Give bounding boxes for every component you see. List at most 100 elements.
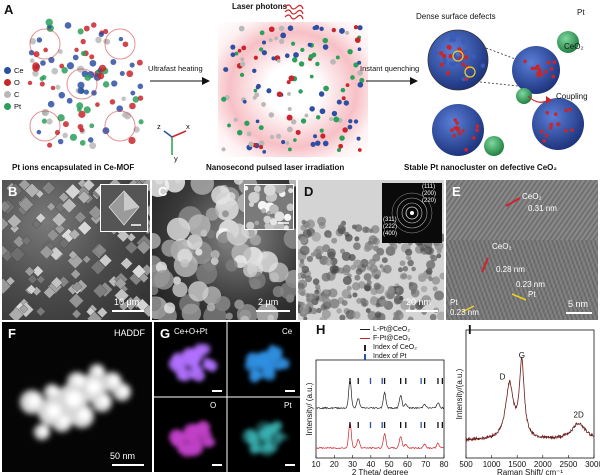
crystal bbox=[31, 219, 42, 229]
oxygen-atom bbox=[551, 74, 556, 79]
crystal bbox=[126, 232, 137, 243]
nanoparticle bbox=[382, 264, 392, 274]
laser-atom bbox=[268, 112, 275, 118]
crystal bbox=[6, 213, 22, 229]
bright-core bbox=[78, 409, 90, 421]
aggregate bbox=[279, 282, 296, 300]
c-inset bbox=[243, 180, 295, 233]
scalebar-g2 bbox=[285, 390, 295, 392]
crystal bbox=[46, 202, 56, 212]
mof-atom bbox=[138, 119, 144, 125]
aggregate bbox=[188, 281, 209, 302]
mof-atom bbox=[59, 63, 65, 69]
pt-label: Pt bbox=[577, 8, 585, 17]
nanoparticle bbox=[362, 226, 369, 233]
mof-atom bbox=[57, 138, 64, 145]
laser-atom bbox=[227, 123, 231, 128]
oxygen-atom bbox=[475, 124, 480, 129]
laser-atom bbox=[314, 24, 320, 30]
laser-particles bbox=[221, 24, 365, 154]
crystal bbox=[82, 255, 92, 264]
crystal bbox=[68, 293, 84, 309]
laser-atom bbox=[293, 138, 297, 142]
inset-grain bbox=[254, 220, 260, 226]
bright-core bbox=[99, 396, 109, 406]
crystal bbox=[58, 191, 70, 203]
aggregate bbox=[174, 180, 181, 184]
laser-atom bbox=[286, 114, 293, 121]
crystal bbox=[116, 229, 130, 243]
zoom-atom bbox=[438, 51, 444, 56]
nanoparticle bbox=[314, 289, 320, 295]
scalebar-b-text: 10 μm bbox=[114, 297, 140, 307]
nanoparticle bbox=[341, 300, 348, 306]
laser-atom bbox=[313, 134, 318, 139]
laser-atom bbox=[353, 25, 359, 30]
mof-atom bbox=[128, 136, 136, 145]
laser-atom bbox=[357, 70, 363, 76]
panel-c: C 2 μm bbox=[152, 180, 296, 320]
aggregate bbox=[233, 180, 244, 185]
nanoparticle bbox=[434, 290, 444, 301]
zoom-atom bbox=[461, 39, 466, 44]
mof-atom bbox=[50, 85, 56, 91]
laser-atom bbox=[268, 26, 275, 33]
sem-aggregates bbox=[152, 180, 296, 320]
aggregate bbox=[225, 312, 233, 320]
laser-atom bbox=[318, 91, 325, 97]
eds-map-1 bbox=[244, 344, 290, 383]
laser-atom bbox=[248, 141, 254, 147]
laser-atom bbox=[253, 55, 258, 60]
mof-atom bbox=[137, 95, 144, 101]
crystal bbox=[39, 245, 54, 260]
nanoparticle bbox=[372, 253, 381, 262]
laser-atom bbox=[254, 92, 260, 98]
mof-atom bbox=[77, 28, 84, 35]
mof-atom bbox=[29, 58, 35, 64]
legend-o: O bbox=[4, 76, 24, 88]
nanoparticle bbox=[439, 272, 444, 280]
bright-core bbox=[47, 404, 61, 418]
laser-atom bbox=[234, 51, 239, 56]
laser-atom bbox=[342, 127, 348, 133]
nanoparticle bbox=[303, 316, 308, 320]
nanoparticle bbox=[339, 314, 346, 320]
nanoparticle bbox=[436, 311, 444, 320]
nanoparticle bbox=[301, 265, 310, 274]
mof-atom bbox=[58, 91, 66, 99]
nanoparticle bbox=[429, 254, 435, 259]
aggregate bbox=[206, 229, 216, 239]
mof-atom bbox=[83, 89, 89, 95]
laser-atom bbox=[315, 115, 321, 120]
crystal bbox=[26, 284, 37, 295]
laser-atom bbox=[322, 37, 329, 44]
crystal bbox=[32, 265, 44, 277]
aggregate bbox=[152, 233, 161, 249]
oxygen-atom bbox=[471, 136, 476, 140]
laser-atom bbox=[292, 57, 298, 63]
oxygen-atom bbox=[568, 107, 572, 112]
eds-signal bbox=[275, 437, 283, 445]
crystal bbox=[9, 246, 26, 263]
legend-ceo2-index: Index of CeO₂ bbox=[360, 343, 417, 352]
aggregate bbox=[188, 214, 211, 237]
eds-signal bbox=[252, 369, 260, 377]
aggregate bbox=[283, 228, 296, 249]
mof-atom bbox=[41, 118, 47, 124]
laser-atom bbox=[330, 58, 336, 65]
nanoparticle bbox=[417, 272, 427, 282]
laser-atom bbox=[307, 42, 312, 47]
oxygen-atom bbox=[535, 64, 540, 69]
aggregate bbox=[181, 303, 202, 320]
bright-core bbox=[74, 376, 84, 386]
laser-atom bbox=[350, 75, 355, 80]
nanoparticle bbox=[372, 245, 379, 252]
nanoparticle bbox=[399, 296, 404, 301]
nanoparticle bbox=[354, 274, 361, 281]
mof-atom bbox=[51, 67, 59, 75]
crystal bbox=[5, 276, 16, 286]
eds-signal bbox=[201, 424, 211, 433]
laser-atom bbox=[223, 67, 229, 72]
mof-atom bbox=[83, 25, 90, 32]
mof-node bbox=[29, 28, 61, 60]
